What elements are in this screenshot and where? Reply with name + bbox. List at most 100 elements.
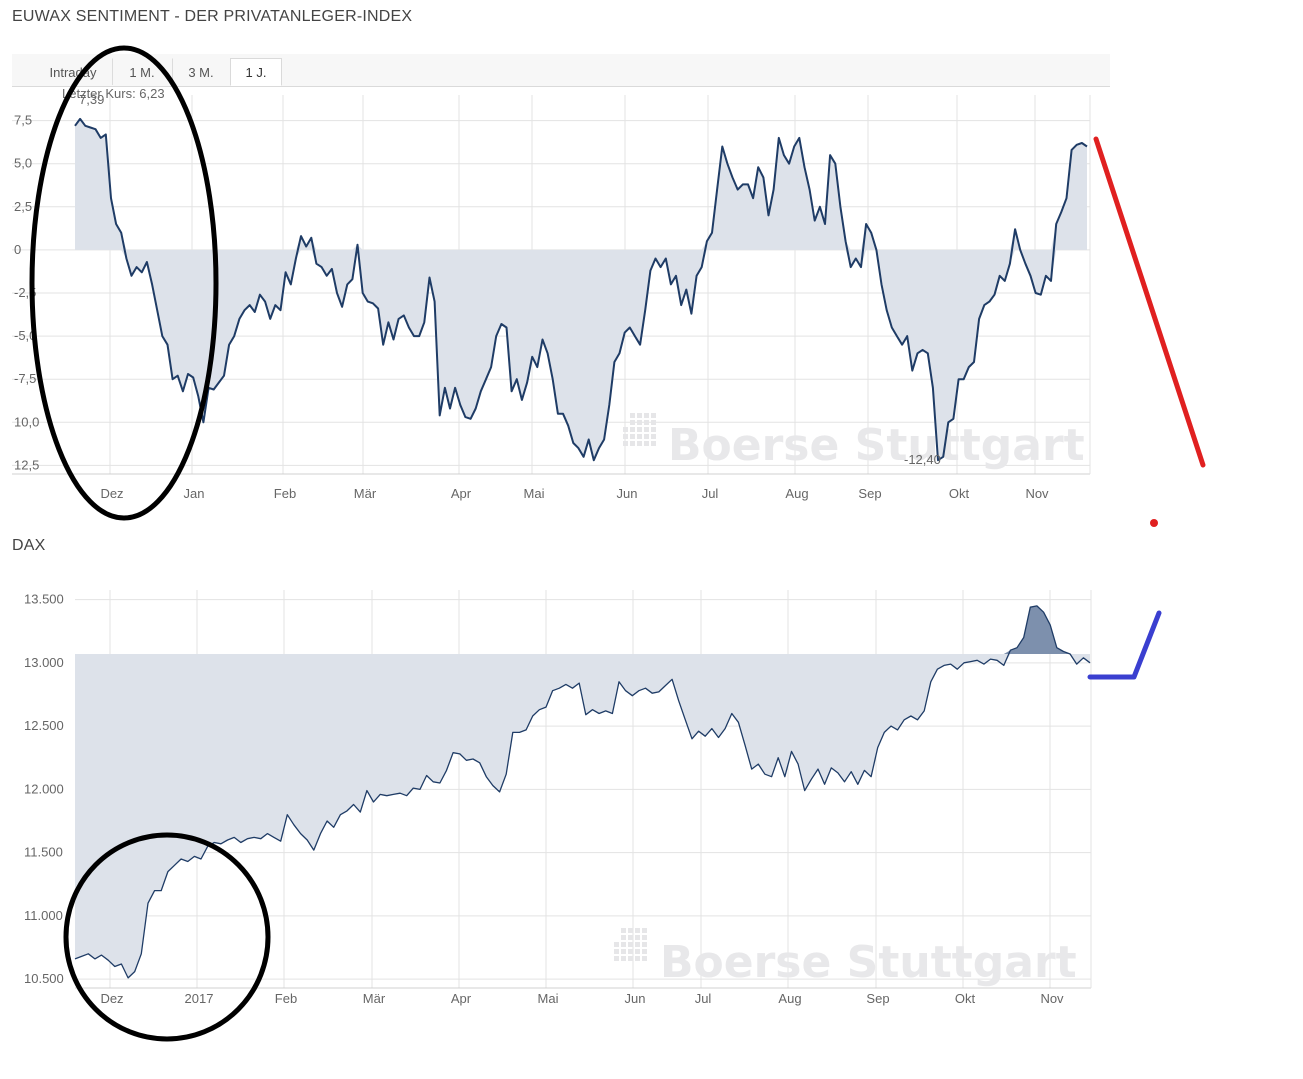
y-tick-label: 10.500: [24, 971, 64, 986]
x-tick-label: Mai: [538, 991, 559, 1006]
x-tick-label: Feb: [274, 486, 296, 501]
min-value-label: -12,40: [904, 452, 941, 467]
watermark-dot: [651, 434, 656, 439]
sentiment-x-axis: Dez Jan Feb Mär Apr Mai Jun Jul Aug Sep Okt Nov: [100, 486, 1049, 501]
watermark-dot: [635, 928, 640, 933]
dax-line: [74, 605, 1091, 979]
watermark-dot: [642, 949, 647, 954]
last-price-label: Letzter Kurs: 6,23: [62, 86, 165, 101]
x-tick-label: Dez: [100, 991, 123, 1006]
tab-3-months[interactable]: 3 M.: [172, 58, 230, 85]
watermark-dot: [637, 441, 642, 446]
x-tick-label: Aug: [778, 991, 801, 1006]
red-trend-annotation: [1093, 136, 1206, 468]
sentiment-chart: Boerse Stuttgart 7,55,02,50-2,5-5,0-7,51…: [12, 45, 1206, 527]
watermark-dot: [621, 956, 626, 961]
watermark-dot: [642, 956, 647, 961]
sentiment-line: [74, 117, 1088, 462]
watermark-dot: [644, 413, 649, 418]
x-tick-label: Jun: [625, 991, 646, 1006]
red-dot-annotation: [1150, 519, 1158, 527]
y-tick-label: 10,0: [14, 414, 39, 429]
y-tick-label: 11.500: [24, 845, 63, 860]
period-tab-bar: Intraday 1 M. 3 M. 1 J.: [12, 54, 1110, 87]
x-tick-label: Mär: [363, 991, 386, 1006]
watermark-dot: [642, 935, 647, 940]
x-tick-label: Okt: [955, 991, 976, 1006]
dax-title: DAX: [12, 537, 46, 554]
x-tick-label: Okt: [949, 486, 970, 501]
x-tick-label: Nov: [1025, 486, 1049, 501]
dax-area-above-baseline: [75, 605, 1090, 654]
watermark-dot: [651, 427, 656, 432]
dax-watermark: Boerse Stuttgart: [614, 928, 1077, 988]
x-tick-label: Sep: [858, 486, 881, 501]
y-tick-label: 2,5: [14, 199, 32, 214]
x-tick-label: Aug: [785, 486, 808, 501]
watermark-dot: [630, 413, 635, 418]
watermark-dot: [628, 949, 633, 954]
y-tick-label: -5,0: [14, 328, 36, 343]
watermark-dot: [642, 928, 647, 933]
watermark-dot: [621, 928, 626, 933]
watermark-logo-icon: [623, 413, 656, 446]
watermark-dot: [651, 441, 656, 446]
y-tick-label: 13.500: [24, 592, 64, 607]
dax-grid: [75, 590, 1092, 989]
watermark-dot: [623, 427, 628, 432]
y-tick-label: 7,5: [14, 113, 32, 128]
watermark-dot: [623, 434, 628, 439]
watermark-dot: [630, 434, 635, 439]
x-tick-label: Sep: [866, 991, 889, 1006]
x-tick-label: Apr: [451, 991, 472, 1006]
watermark-dot: [623, 441, 628, 446]
watermark-dot: [637, 420, 642, 425]
watermark-dot: [614, 949, 619, 954]
watermark-dot: [628, 928, 633, 933]
y-tick-label: 13.000: [24, 655, 64, 670]
dax-y-axis: 13.500 13.000 12.500 12.000 11.500 11.000 10.5…: [24, 592, 64, 987]
x-tick-label: Apr: [451, 486, 472, 501]
watermark-dot: [614, 942, 619, 947]
x-tick-label: Mai: [524, 486, 545, 501]
watermark-dot: [642, 942, 647, 947]
watermark-dot: [644, 420, 649, 425]
max-value-label: 7,39: [79, 92, 104, 107]
y-tick-label: -7,5: [14, 371, 36, 386]
watermark-dot: [621, 935, 626, 940]
watermark-dot: [614, 956, 619, 961]
watermark-dot: [628, 935, 633, 940]
watermark-dot: [630, 420, 635, 425]
watermark-dot: [635, 935, 640, 940]
watermark-dot: [628, 942, 633, 947]
blue-trend-annotation: [1087, 610, 1162, 680]
x-tick-label: Jan: [184, 486, 205, 501]
watermark-dot: [628, 956, 633, 961]
dax-area-below-baseline: [75, 654, 1090, 978]
y-tick-label: 0: [14, 242, 21, 257]
watermark-dot: [621, 949, 626, 954]
watermark-dot: [644, 434, 649, 439]
dax-x-axis: Dez 2017 Feb Mär Apr Mai Jun Jul Aug Sep Okt Nov: [100, 991, 1064, 1006]
y-tick-label: 12.000: [24, 781, 64, 796]
watermark-dot: [637, 413, 642, 418]
x-tick-label: Feb: [275, 991, 297, 1006]
watermark-dot: [630, 441, 635, 446]
sentiment-watermark: Boerse Stuttgart: [623, 413, 1085, 471]
watermark-dot: [637, 434, 642, 439]
watermark-dot: [651, 413, 656, 418]
x-tick-label: 2017: [185, 991, 214, 1006]
sentiment-y-axis: 7,55,02,50-2,5-5,0-7,510,012,5: [14, 113, 39, 473]
watermark-logo-icon: [614, 928, 647, 961]
tab-1-year[interactable]: 1 J.: [230, 58, 282, 86]
highlight-ellipse-annotation: [29, 45, 219, 521]
watermark-dot: [630, 427, 635, 432]
y-tick-label: 12.500: [24, 718, 64, 733]
watermark-dot: [644, 427, 649, 432]
x-tick-label: Mär: [354, 486, 377, 501]
x-tick-label: Dez: [100, 486, 123, 501]
x-tick-label: Nov: [1040, 991, 1064, 1006]
x-tick-label: Jun: [617, 486, 638, 501]
y-tick-label: 11.000: [24, 908, 63, 923]
watermark-dot: [635, 942, 640, 947]
